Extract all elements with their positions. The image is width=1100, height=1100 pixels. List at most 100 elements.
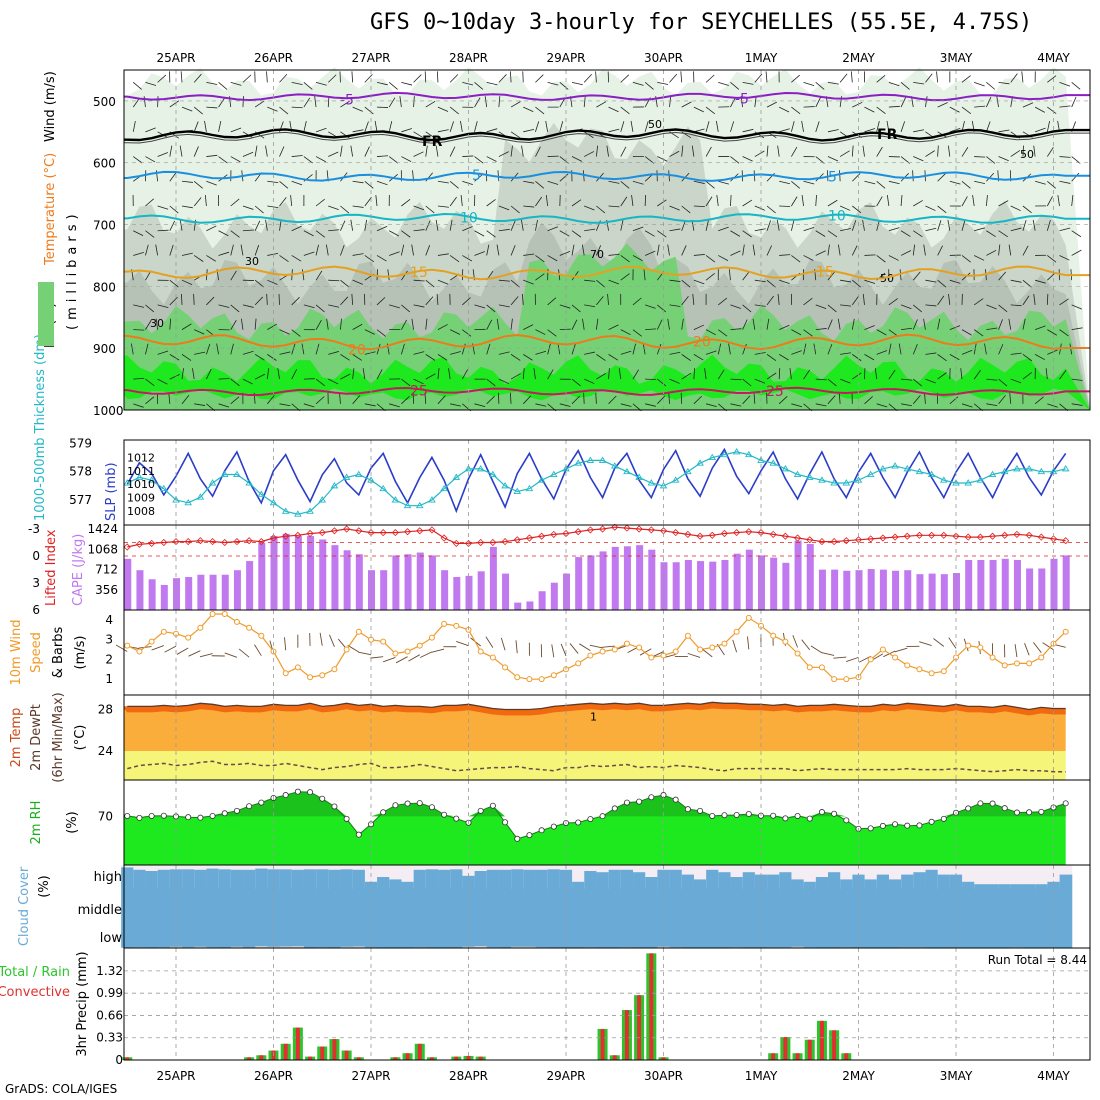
thickness-point bbox=[1037, 467, 1046, 475]
wind10m-barb bbox=[948, 637, 957, 649]
cloud-low-gap bbox=[194, 946, 207, 948]
upper-wind-barb bbox=[876, 403, 888, 408]
wind-speed-point bbox=[672, 648, 679, 655]
upper-wind-barb bbox=[791, 106, 801, 115]
li-point bbox=[123, 543, 131, 551]
upper-wind-barb bbox=[425, 318, 428, 330]
upper-wind-barb bbox=[193, 197, 202, 207]
wind-speed-point bbox=[233, 618, 240, 625]
upper-wind-barb bbox=[754, 228, 766, 232]
upper-wind-barb bbox=[340, 145, 343, 157]
upper-wind-barb bbox=[486, 304, 496, 313]
thickness-point bbox=[647, 479, 656, 486]
cape-bar bbox=[319, 539, 327, 610]
cloud-layer-label: high bbox=[94, 870, 122, 885]
isotherm-line bbox=[124, 128, 1090, 142]
upper-wind-barb bbox=[1022, 295, 1030, 306]
upper-wind-barb bbox=[791, 403, 803, 408]
rh2m-point bbox=[526, 832, 533, 839]
upper-wind-barb bbox=[779, 128, 790, 133]
wind-speed-point bbox=[221, 610, 228, 617]
upper-wind-barb bbox=[1009, 392, 1012, 404]
upper-wind-barb bbox=[364, 146, 370, 157]
rh2m-point bbox=[404, 800, 411, 807]
upper-wind-barb bbox=[620, 106, 630, 115]
rh2m-point bbox=[733, 811, 740, 818]
upper-wind-barb bbox=[705, 74, 715, 83]
upper-wind-barb bbox=[498, 279, 510, 282]
upper-wind-barb bbox=[206, 154, 218, 157]
li-point bbox=[184, 538, 192, 546]
upper-wind-barb bbox=[133, 403, 144, 408]
cloud-mid-bar bbox=[511, 889, 524, 922]
thickness-point bbox=[964, 479, 972, 486]
upper-wind-barb bbox=[778, 354, 789, 361]
upper-wind-barb bbox=[937, 145, 939, 157]
cape-bar bbox=[794, 540, 802, 610]
upper-wind-barb bbox=[754, 96, 757, 108]
cape-bar bbox=[745, 549, 753, 610]
isotherm-label: FR bbox=[422, 134, 443, 150]
cloud-mid-bar bbox=[876, 889, 890, 922]
rh2m-point bbox=[319, 795, 326, 802]
upper-wind-barb bbox=[876, 146, 883, 157]
upper-wind-barb bbox=[279, 329, 290, 335]
upper-wind-barb bbox=[974, 180, 986, 184]
cape-bar bbox=[538, 591, 546, 610]
wind10m-barb bbox=[701, 648, 713, 658]
rh2m-point bbox=[148, 812, 155, 819]
precip-conv-bar bbox=[600, 1028, 605, 1060]
upper-wind-barb bbox=[498, 304, 510, 308]
upper-wind-barb bbox=[766, 101, 777, 108]
upper-wind-barb bbox=[681, 101, 692, 108]
precip-conv-bar bbox=[624, 1010, 629, 1060]
cloud-low-gap bbox=[291, 946, 305, 948]
cape-bar bbox=[733, 553, 741, 610]
upper-wind-barb bbox=[776, 219, 780, 231]
li-point bbox=[854, 536, 863, 544]
upper-ylabel-rh-swatch bbox=[38, 282, 54, 346]
date-label-top: 25APR bbox=[156, 51, 195, 65]
cape-bar bbox=[904, 570, 912, 610]
cloud-high-bar bbox=[1047, 881, 1061, 889]
rh2m-point bbox=[672, 796, 679, 803]
thickness-ylabel: 1000-500mb Thickness (dm) bbox=[33, 334, 48, 521]
upper-wind-barb bbox=[437, 180, 449, 184]
rh2m-point bbox=[721, 812, 728, 819]
upper-wind-barb bbox=[998, 129, 1010, 133]
upper-wind-barb bbox=[644, 250, 656, 256]
rh2m-point bbox=[246, 803, 253, 810]
cloud-mid-bar bbox=[828, 889, 841, 922]
upper-y-tick: 700 bbox=[93, 219, 116, 233]
upper-wind-barb bbox=[852, 372, 862, 380]
upper-wind-barb bbox=[510, 220, 516, 231]
upper-wind-barb bbox=[961, 329, 972, 336]
upper-wind-barb bbox=[449, 219, 453, 231]
upper-wind-barb bbox=[584, 228, 596, 232]
rh2m-point bbox=[965, 805, 972, 812]
upper-wind-barb bbox=[425, 279, 435, 288]
upper-wind-barb bbox=[352, 129, 364, 133]
wind10m-barb bbox=[500, 637, 506, 651]
rh-shading-layer bbox=[124, 67, 1090, 410]
rh2m-point bbox=[282, 792, 289, 799]
cape-bar bbox=[368, 570, 375, 610]
upper-wind-barb bbox=[352, 253, 364, 256]
wind-speed-point bbox=[879, 646, 886, 653]
upper-wind-barb bbox=[388, 97, 396, 108]
cloud-high-bar bbox=[145, 871, 159, 889]
thickness-point bbox=[196, 493, 205, 500]
upper-wind-barb bbox=[474, 121, 478, 132]
upper-wind-barb bbox=[705, 403, 717, 408]
upper-wind-barb bbox=[352, 279, 363, 285]
upper-wind-barb bbox=[437, 324, 448, 330]
upper-wind-barb bbox=[715, 120, 719, 132]
upper-wind-barb bbox=[596, 354, 606, 361]
upper-wind-barb bbox=[888, 369, 896, 380]
upper-wind-barb bbox=[523, 354, 533, 361]
temp-tick: 28 bbox=[98, 703, 113, 717]
li-point bbox=[330, 527, 339, 535]
upper-wind-barb bbox=[754, 304, 766, 307]
upper-wind-barb bbox=[254, 145, 258, 157]
upper-wind-barb bbox=[375, 195, 378, 207]
